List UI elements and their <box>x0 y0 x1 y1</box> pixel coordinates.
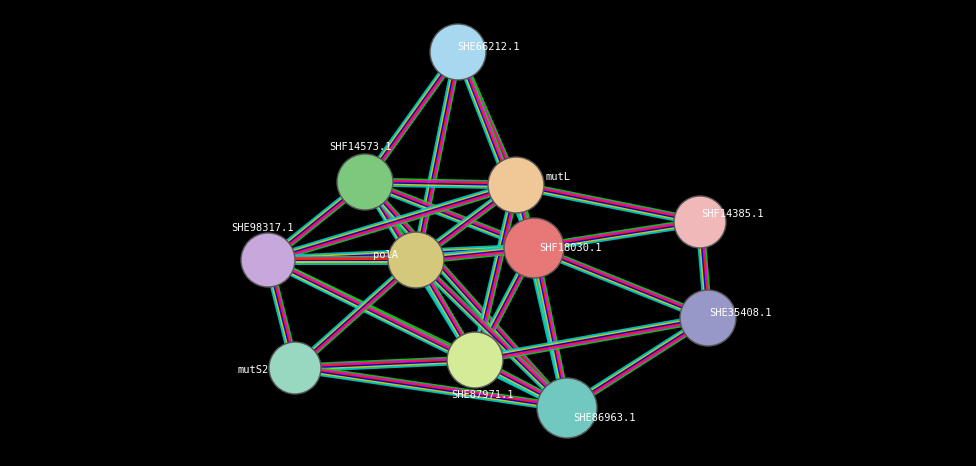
Circle shape <box>430 24 486 80</box>
Text: SHE66212.1: SHE66212.1 <box>457 42 519 52</box>
Text: SHE35408.1: SHE35408.1 <box>709 308 771 318</box>
Text: polA: polA <box>374 250 398 260</box>
Text: SHF18030.1: SHF18030.1 <box>539 243 601 253</box>
Text: SHF14385.1: SHF14385.1 <box>701 209 763 219</box>
Circle shape <box>447 332 503 388</box>
Text: mutL: mutL <box>546 172 571 182</box>
Circle shape <box>388 232 444 288</box>
Circle shape <box>680 290 736 346</box>
Circle shape <box>674 196 726 248</box>
Circle shape <box>504 218 564 278</box>
Text: SHE86963.1: SHE86963.1 <box>574 413 636 423</box>
Circle shape <box>488 157 544 213</box>
Text: SHE98317.1: SHE98317.1 <box>231 223 294 233</box>
Circle shape <box>269 342 321 394</box>
Circle shape <box>337 154 393 210</box>
Circle shape <box>537 378 597 438</box>
Text: SHE87971.1: SHE87971.1 <box>452 390 514 400</box>
Circle shape <box>241 233 295 287</box>
Text: SHF14573.1: SHF14573.1 <box>329 142 391 152</box>
Text: mutS2: mutS2 <box>237 365 268 375</box>
